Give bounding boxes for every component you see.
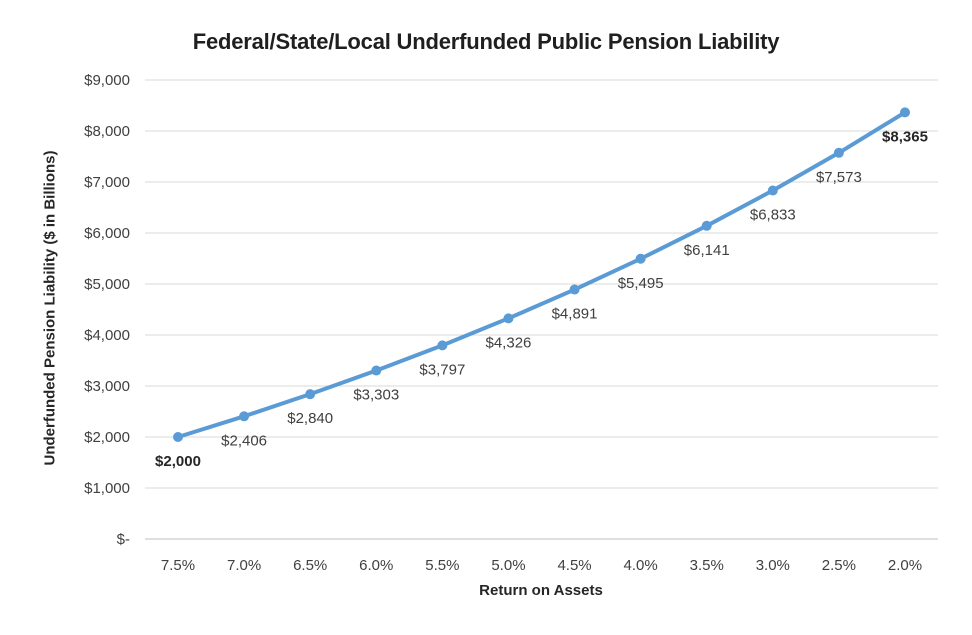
data-point-label: $3,303 xyxy=(353,387,399,404)
data-point-label: $4,891 xyxy=(552,306,598,323)
data-point-marker xyxy=(173,432,183,442)
x-tick-label: 3.5% xyxy=(690,557,724,574)
y-tick-label: $3,000 xyxy=(84,378,130,395)
x-tick-label: 5.5% xyxy=(425,557,459,574)
y-tick-label: $2,000 xyxy=(84,429,130,446)
data-point-label: $3,797 xyxy=(419,361,465,378)
y-tick-label: $9,000 xyxy=(84,72,130,89)
x-axis-title: Return on Assets xyxy=(479,582,603,599)
data-point-marker xyxy=(371,365,382,376)
x-tick-label: 2.0% xyxy=(888,557,922,574)
data-point-label: $7,573 xyxy=(816,169,862,186)
data-point-marker xyxy=(239,411,250,422)
y-tick-label: $1,000 xyxy=(84,480,130,497)
x-tick-label: 6.5% xyxy=(293,557,327,574)
data-point-marker xyxy=(503,313,514,324)
y-tick-label: $6,000 xyxy=(84,225,130,242)
y-tick-label: $4,000 xyxy=(84,327,130,344)
data-point-marker xyxy=(900,107,910,118)
x-tick-label: 7.0% xyxy=(227,557,261,574)
data-point-marker xyxy=(305,389,316,400)
data-point-label: $5,495 xyxy=(618,275,664,292)
data-point-label: $4,326 xyxy=(486,334,532,351)
data-point-label: $2,406 xyxy=(221,432,267,449)
y-tick-label: $- xyxy=(117,531,130,548)
x-tick-label: 7.5% xyxy=(161,557,195,574)
data-point-marker xyxy=(767,185,778,196)
data-point-label: $6,833 xyxy=(750,207,796,224)
y-tick-label: $5,000 xyxy=(84,276,130,293)
chart-title: Federal/State/Local Underfunded Public P… xyxy=(192,29,780,54)
x-tick-label: 4.5% xyxy=(557,557,591,574)
data-point-label: $2,840 xyxy=(287,410,333,427)
x-tick-label: 5.0% xyxy=(491,557,525,574)
data-point-marker xyxy=(569,284,580,295)
data-point-marker xyxy=(701,220,712,231)
data-point-marker xyxy=(833,147,844,158)
series-line xyxy=(176,110,907,439)
x-tick-label: 6.0% xyxy=(359,557,393,574)
data-point-marker xyxy=(635,253,646,264)
data-point-label: $8,365 xyxy=(882,128,928,145)
x-tick-label: 4.0% xyxy=(624,557,658,574)
data-point-label: $2,000 xyxy=(155,453,201,470)
x-tick-label: 2.5% xyxy=(822,557,856,574)
y-tick-label: $8,000 xyxy=(84,123,130,140)
data-point-marker xyxy=(437,340,448,351)
x-tick-label: 3.0% xyxy=(756,557,790,574)
y-tick-label: $7,000 xyxy=(84,174,130,191)
data-point-label: $6,141 xyxy=(684,242,730,259)
